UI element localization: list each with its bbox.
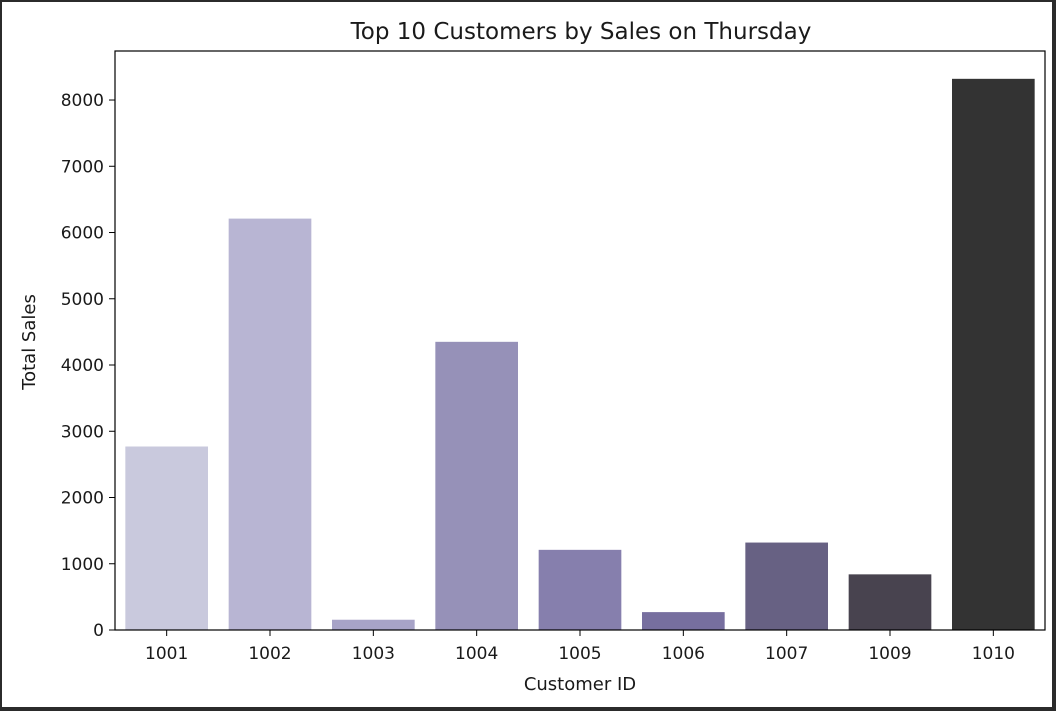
x-tick-label-1005: 1005 [558,644,601,664]
y-tick-label-3000: 3000 [61,422,104,442]
y-tick-label-8000: 8000 [61,91,104,111]
x-tick-label-1002: 1002 [248,644,291,664]
bar-1002 [228,218,312,630]
y-tick-label-5000: 5000 [61,290,104,310]
y-tick-label-6000: 6000 [61,224,104,244]
bar-1001 [125,446,208,630]
x-tick-label-1009: 1009 [868,644,911,664]
x-tick-label-1004: 1004 [455,644,498,664]
chart-title: Top 10 Customers by Sales on Thursday [350,19,812,45]
x-axis: 1001 1002 1003 1004 1005 1006 1007 1009 1010 [145,630,1015,664]
bar-1006 [642,612,725,630]
y-tick-label-7000: 7000 [61,157,104,177]
x-tick-label-1003: 1003 [352,644,395,664]
x-tick-label-1010: 1010 [972,644,1015,664]
bar-1004 [435,341,518,630]
bar-1005 [538,549,622,630]
y-tick-label-2000: 2000 [61,489,104,509]
bars-group [125,78,1035,631]
plot-area-frame [114,50,1046,631]
y-tick-label-1000: 1000 [61,555,104,575]
bar-1009 [848,574,932,630]
bar-1007 [745,542,828,630]
bar-1010 [952,78,1035,631]
y-axis-label: Total Sales [19,294,40,391]
y-tick-label-4000: 4000 [61,356,104,376]
x-tick-label-1007: 1007 [765,644,808,664]
y-tick-label-0: 0 [93,621,104,641]
x-tick-label-1001: 1001 [145,644,188,664]
y-axis: 0 1000 2000 3000 4000 5000 6000 7000 8000 [61,91,115,641]
x-tick-label-1006: 1006 [662,644,705,664]
bar-1003 [332,619,415,630]
x-axis-label: Customer ID [524,674,636,695]
